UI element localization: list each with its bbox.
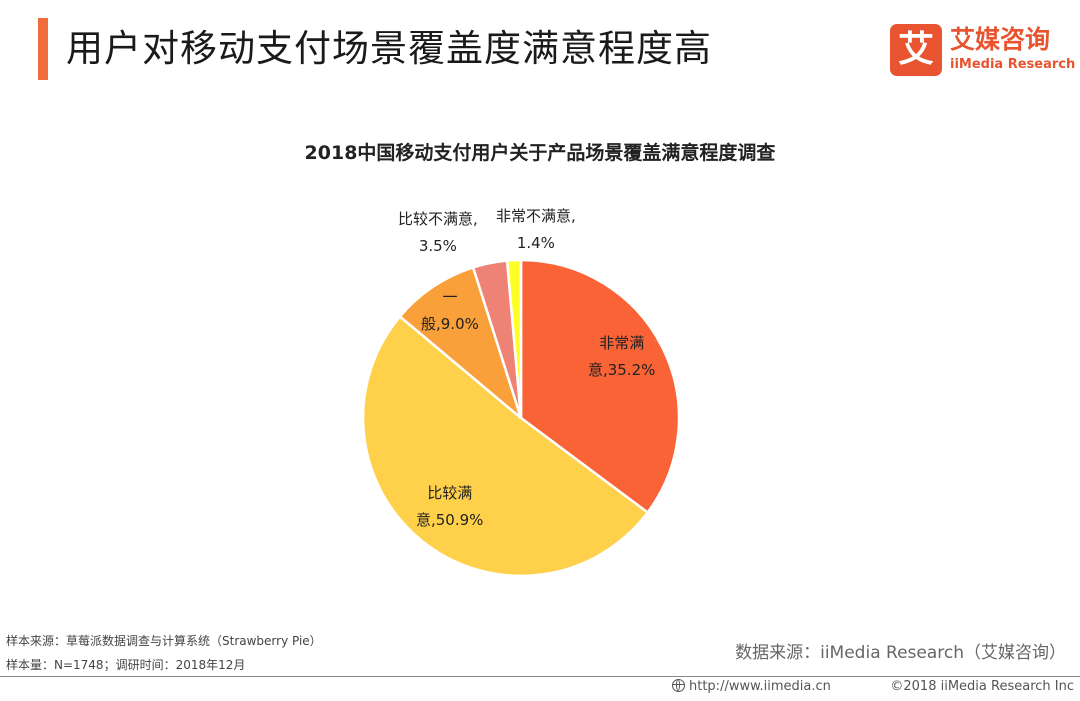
slice-label-very-unsatisfied: 非常不满意, 1.4%: [496, 203, 576, 257]
globe-icon: [672, 679, 685, 692]
slice-label-line: 意,50.9%: [416, 511, 484, 529]
sample-source-note: 样本来源：草莓派数据调查与计算系统（Strawberry Pie）: [6, 634, 322, 648]
logo-name-cn: 艾媒咨询: [950, 25, 1051, 54]
pie-slice-very-unsatisfied: [505, 258, 523, 420]
slice-label-very-satisfied: 非常满 意,35.2%: [588, 330, 655, 384]
slice-label-line: 比较不满意,: [398, 210, 478, 228]
logo-mark-glyph: 艾: [897, 29, 934, 70]
title-accent-bar: [38, 18, 48, 80]
copyright: ©2018 iiMedia Research Inc: [890, 679, 1074, 694]
slice-label-line: 比较满: [427, 484, 473, 502]
slice-label-line: 般,9.0%: [421, 315, 479, 333]
slice-label-unsatisfied: 比较不满意, 3.5%: [398, 206, 478, 260]
sample-size-note: 样本量：N=1748；调研时间：2018年12月: [6, 658, 246, 672]
slice-label-line: 意,35.2%: [588, 361, 656, 379]
logo-mark-icon: 艾: [890, 24, 942, 76]
page-title: 用户对移动支付场景覆盖度满意程度高: [66, 27, 712, 70]
slice-label-line: 非常不满意,: [496, 207, 576, 225]
pie-slice-very-satisfied: [519, 258, 681, 514]
footer-divider: [0, 676, 1080, 677]
slice-label-line: 3.5%: [418, 237, 457, 255]
iimedia-logo: 艾 艾媒咨询 iiMedia Research: [890, 24, 1075, 80]
slice-label-line: 1.4%: [516, 234, 555, 252]
slice-label-line: 非常满: [599, 334, 645, 352]
slice-label-neutral: 一 般,9.0%: [421, 284, 479, 338]
pie-slice-neutral: [398, 266, 523, 420]
logo-name-en: iiMedia Research: [950, 57, 1076, 72]
website-link[interactable]: http://www.iimedia.cn: [672, 679, 831, 694]
website-url[interactable]: http://www.iimedia.cn: [689, 679, 831, 694]
chart-title: 2018中国移动支付用户关于产品场景覆盖满意程度调查: [304, 142, 776, 164]
slice-label-line: 一: [442, 288, 458, 306]
slice-label-satisfied: 比较满 意,50.9%: [416, 480, 483, 534]
data-source: 数据来源：iiMedia Research（艾媒咨询）: [735, 643, 1066, 663]
pie-slice-satisfied: [361, 315, 649, 578]
